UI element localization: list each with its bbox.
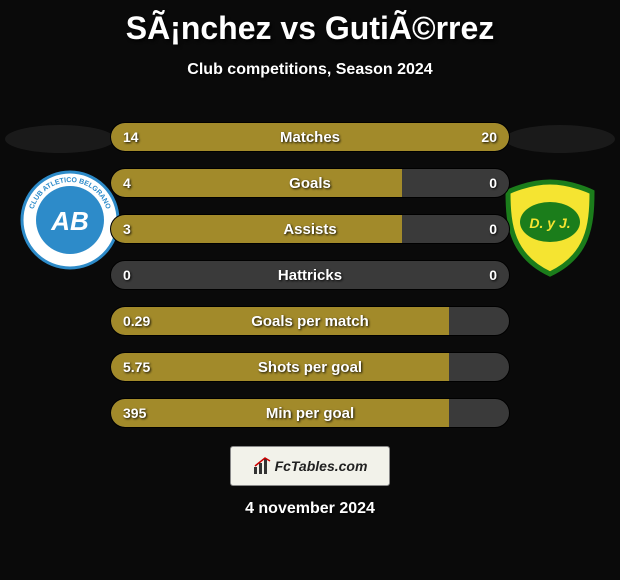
stat-label: Hattricks	[111, 261, 509, 289]
stat-row: Min per goal395	[110, 398, 510, 428]
stat-seg-left	[111, 307, 449, 335]
footer-date: 4 november 2024	[0, 500, 620, 518]
stat-seg-left	[111, 215, 402, 243]
club-crest-right: D. y J.	[500, 178, 600, 278]
stat-seg-left	[111, 353, 449, 381]
stat-value-right: 0	[489, 215, 497, 243]
stat-row: Assists30	[110, 214, 510, 244]
shadow-oval-left	[5, 125, 115, 153]
stat-row: Hattricks0 0	[110, 260, 510, 290]
footer-logo-text: FcTables.com	[275, 458, 368, 474]
shadow-oval-right	[505, 125, 615, 153]
stat-value-right: 0	[489, 169, 497, 197]
stat-seg-left	[111, 123, 274, 151]
stat-value-left: 0	[123, 261, 131, 289]
stat-value-right: 0	[489, 261, 497, 289]
crest-right-text: D. y J.	[529, 215, 570, 231]
stat-seg-left	[111, 399, 449, 427]
club-crest-left: AB CLUB ATLETICO BELGRANO	[20, 170, 120, 270]
crest-left-text: AB	[50, 206, 89, 236]
stat-seg-right	[274, 123, 509, 151]
stat-seg-left	[111, 169, 402, 197]
defensa-crest-icon: D. y J.	[500, 178, 600, 278]
stat-row: Goals per match0.29	[110, 306, 510, 336]
chart-icon	[253, 457, 271, 475]
belgrano-crest-icon: AB CLUB ATLETICO BELGRANO	[20, 170, 120, 270]
stat-row: Shots per goal5.75	[110, 352, 510, 382]
page-title: SÃ¡nchez vs GutiÃ©rrez	[0, 0, 620, 47]
page-subtitle: Club competitions, Season 2024	[0, 61, 620, 79]
stats-bars: Matches1420Goals40Assists30Hattricks00Go…	[110, 122, 510, 444]
stat-row: Matches1420	[110, 122, 510, 152]
stat-row: Goals40	[110, 168, 510, 198]
footer-logo: FcTables.com	[230, 446, 390, 486]
